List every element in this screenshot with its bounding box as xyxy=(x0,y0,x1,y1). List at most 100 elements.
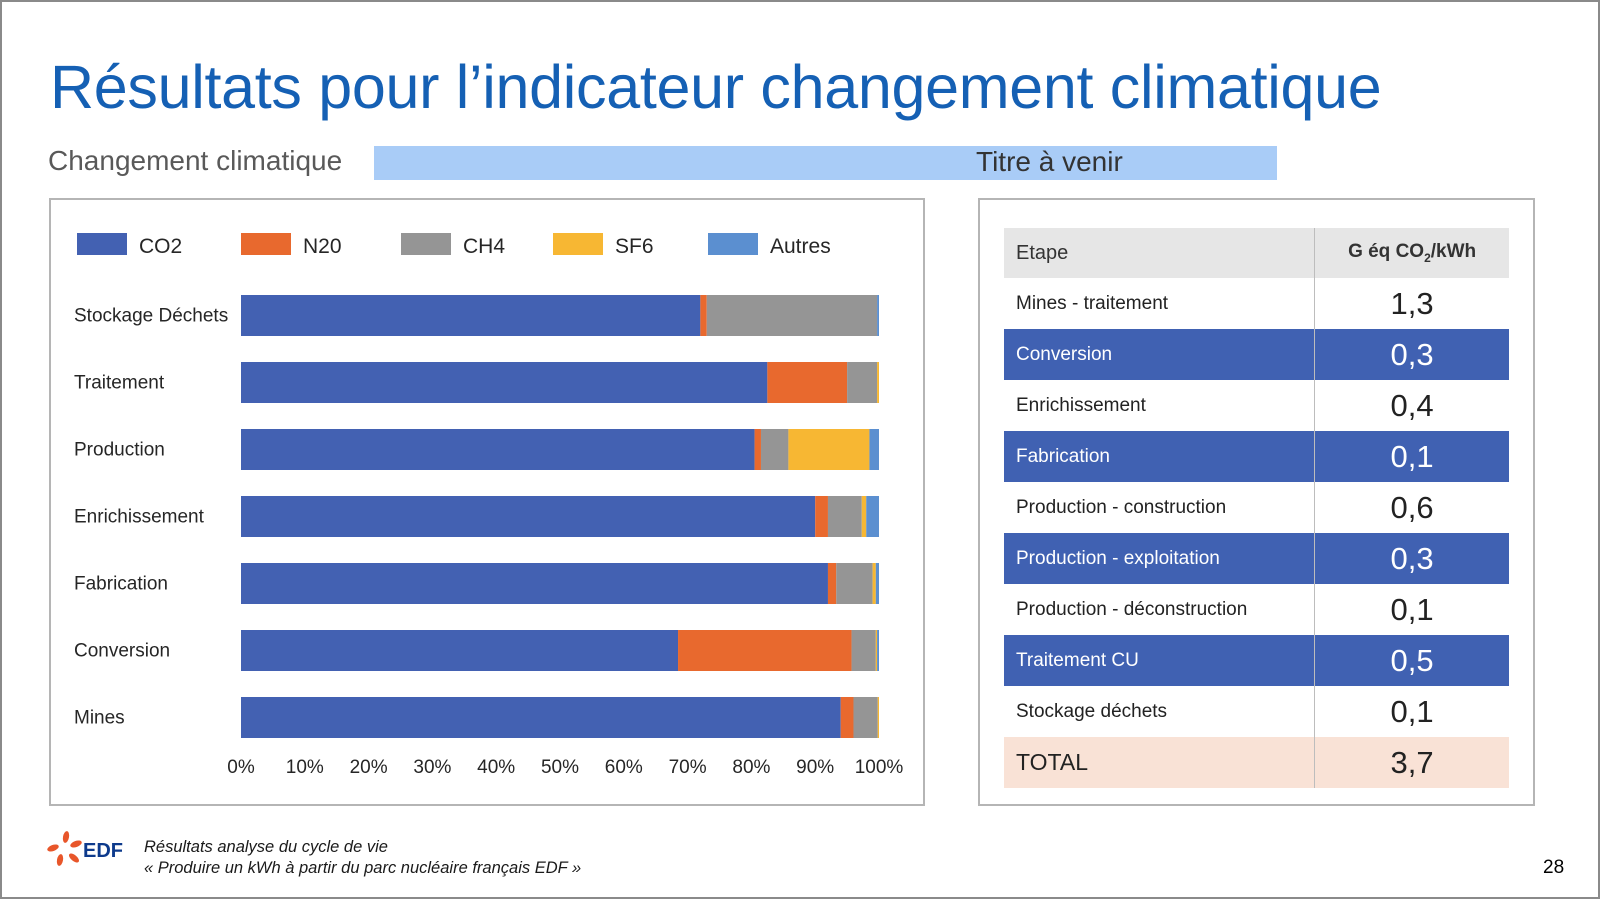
x-tick-label: 70% xyxy=(669,757,707,778)
category-label: Mines xyxy=(74,708,125,729)
x-tick-label: 30% xyxy=(413,757,451,778)
x-tick-label: 40% xyxy=(477,757,515,778)
bar-segment-ch4 xyxy=(836,563,873,604)
category-label: Production xyxy=(74,440,165,461)
bar-segment-n20 xyxy=(678,630,852,671)
legend-swatch-sf6 xyxy=(553,233,603,255)
row-value: 0,1 xyxy=(1314,431,1509,482)
category-label: Enrichissement xyxy=(74,507,205,528)
row-step: Mines - traitement xyxy=(1016,292,1169,314)
row-step: Traitement CU xyxy=(1016,649,1139,671)
bar-segment-autres xyxy=(875,563,879,604)
placeholder-title-bar xyxy=(374,146,1277,180)
x-tick-label: 0% xyxy=(227,757,255,778)
bar-segment-ch4 xyxy=(853,697,878,738)
results-table-panel: Etape G éq CO2/kWh Mines - traitement 1,3… xyxy=(978,198,1535,806)
legend-label: Autres xyxy=(770,235,831,258)
bar-segment-n20 xyxy=(827,563,837,604)
bar-segment-co2 xyxy=(241,697,841,738)
row-step: Stockage déchets xyxy=(1016,700,1168,722)
legend-label: CO2 xyxy=(139,235,182,258)
bar-segment-co2 xyxy=(241,429,755,470)
total-label: TOTAL xyxy=(1016,749,1088,775)
x-tick-label: 80% xyxy=(732,757,770,778)
row-step: Enrichissement xyxy=(1016,394,1146,416)
category-label: Conversion xyxy=(74,641,170,662)
page-number: 28 xyxy=(1543,857,1565,878)
category-label: Fabrication xyxy=(74,574,168,595)
row-step: Fabrication xyxy=(1016,445,1110,467)
x-tick-label: 60% xyxy=(605,757,643,778)
x-tick-label: 90% xyxy=(796,757,834,778)
legend-swatch-n20 xyxy=(241,233,291,255)
header-unit-subscript: 2 xyxy=(1424,250,1431,265)
section-subtitle: Changement climatique xyxy=(48,145,343,176)
bar-segment-sf6 xyxy=(788,429,870,470)
bar-segment-autres xyxy=(877,630,879,671)
bar-segment-sf6 xyxy=(872,563,876,604)
category-label: Traitement xyxy=(74,373,165,394)
header-unit-tail: /kWh xyxy=(1430,241,1477,263)
bar-segment-ch4 xyxy=(827,496,862,537)
bar-segment-autres xyxy=(866,496,879,537)
table-row: Production - déconstruction 0,1 xyxy=(1004,584,1509,635)
row-step: Conversion xyxy=(1016,343,1113,365)
header-unit: G éq CO2/kWh xyxy=(1314,228,1509,278)
bar-segment-co2 xyxy=(241,295,701,336)
row-step: Production - exploitation xyxy=(1016,547,1220,569)
header-unit-main: G éq CO xyxy=(1348,241,1425,263)
x-tick-label: 100% xyxy=(855,757,904,778)
row-value: 0,6 xyxy=(1314,482,1509,533)
table-row: Traitement CU 0,5 xyxy=(1004,635,1509,686)
row-value: 0,1 xyxy=(1314,686,1509,737)
bar-segment-n20 xyxy=(840,697,854,738)
x-tick-label: 20% xyxy=(350,757,388,778)
table-row: Production - exploitation 0,3 xyxy=(1004,533,1509,584)
bar-segment-ch4 xyxy=(760,429,789,470)
footer-line-2: « Produire un kWh à partir du parc nuclé… xyxy=(144,859,582,877)
row-step: Production - déconstruction xyxy=(1016,598,1248,620)
x-tick-label: 10% xyxy=(286,757,324,778)
bar-segment-sf6 xyxy=(877,697,879,738)
table-row: Stockage déchets 0,1 xyxy=(1004,686,1509,737)
table-row: Mines - traitement 1,3 xyxy=(1004,278,1509,329)
header-step: Etape xyxy=(1016,241,1069,264)
table-row: Production - construction 0,6 xyxy=(1004,482,1509,533)
bar-segment-sf6 xyxy=(875,630,878,671)
footer-line-1: Résultats analyse du cycle de vie xyxy=(144,838,388,856)
legend-label: CH4 xyxy=(463,235,505,258)
legend-swatch-co2 xyxy=(77,233,127,255)
row-value: 0,3 xyxy=(1314,329,1509,380)
slide-title: Résultats pour l’indicateur changement c… xyxy=(50,53,1382,121)
row-value: 0,3 xyxy=(1314,533,1509,584)
row-value: 0,1 xyxy=(1314,584,1509,635)
table-row: Fabrication 0,1 xyxy=(1004,431,1509,482)
edf-spark-icon xyxy=(47,831,82,866)
legend-swatch-autres xyxy=(708,233,758,255)
row-value: 0,5 xyxy=(1314,635,1509,686)
legend-label: SF6 xyxy=(615,235,654,258)
edf-logo: EDF xyxy=(47,831,123,866)
chart-panel: CO2 N20 CH4 SF6 Autres Stockage Déchets Traite… xyxy=(49,198,925,806)
bar-segment-ch4 xyxy=(706,295,878,336)
table-row: Enrichissement 0,4 xyxy=(1004,380,1509,431)
bar-segment-co2 xyxy=(241,496,816,537)
total-value: 3,7 xyxy=(1314,737,1509,788)
bar-segment-sf6 xyxy=(861,496,867,537)
stacked-bar-chart: CO2 N20 CH4 SF6 Autres Stockage Déchets Traite… xyxy=(74,233,904,778)
bar-segment-n20 xyxy=(767,362,848,403)
bar-segment-ch4 xyxy=(847,362,878,403)
results-table: Etape G éq CO2/kWh Mines - traitement 1,3… xyxy=(1004,228,1509,788)
bar-segment-ch4 xyxy=(851,630,876,671)
row-value: 0,4 xyxy=(1314,380,1509,431)
bar-segment-n20 xyxy=(815,496,828,537)
row-step: Production - construction xyxy=(1016,496,1227,518)
bar-segment-n20 xyxy=(700,295,707,336)
x-tick-label: 50% xyxy=(541,757,579,778)
table-header-row: Etape G éq CO2/kWh xyxy=(1004,228,1509,278)
legend-swatch-ch4 xyxy=(401,233,451,255)
bar-segment-co2 xyxy=(241,630,679,671)
bar-segment-autres xyxy=(869,429,879,470)
row-value: 1,3 xyxy=(1314,278,1509,329)
